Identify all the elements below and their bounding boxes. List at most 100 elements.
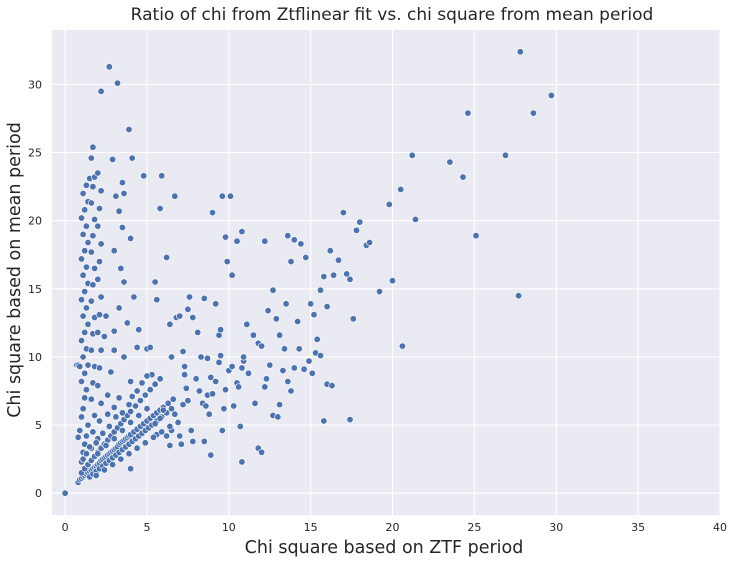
data-point	[209, 209, 217, 217]
data-point	[130, 293, 138, 301]
data-point	[125, 126, 133, 134]
data-point	[127, 407, 135, 415]
x-tick-label: 5	[143, 521, 150, 534]
data-point	[194, 328, 202, 336]
data-point	[261, 383, 269, 391]
data-point	[76, 426, 84, 434]
data-point	[112, 413, 120, 421]
data-point	[81, 288, 89, 296]
data-point	[79, 353, 87, 361]
data-point	[236, 422, 244, 430]
data-point	[120, 190, 128, 198]
data-point	[87, 346, 95, 354]
data-point	[151, 278, 159, 286]
data-point	[212, 377, 220, 385]
data-point	[74, 433, 82, 441]
data-point	[516, 48, 524, 56]
data-point	[349, 315, 357, 323]
data-point	[127, 377, 135, 385]
data-point	[81, 394, 89, 402]
y-tick-label: 5	[35, 419, 42, 432]
data-point	[96, 417, 104, 425]
data-point	[120, 278, 128, 286]
data-point	[107, 368, 115, 376]
data-point	[305, 357, 313, 365]
data-point	[94, 450, 102, 458]
y-axis-label: Chi square based on mean period	[5, 122, 25, 418]
data-point	[120, 353, 128, 361]
data-point	[287, 258, 295, 266]
data-point	[140, 172, 148, 180]
data-point	[94, 275, 102, 283]
data-point	[411, 215, 419, 223]
data-point	[209, 390, 217, 398]
y-tick-label: 10	[28, 351, 42, 364]
y-tick-label: 25	[28, 147, 42, 160]
data-point	[110, 435, 118, 443]
data-point	[79, 312, 87, 320]
x-tick-label: 15	[304, 521, 318, 534]
data-point	[133, 444, 141, 452]
data-point	[97, 399, 105, 407]
data-point	[84, 320, 92, 328]
chart-title: Ratio of chi from Ztflinear fit vs. chi …	[131, 5, 654, 25]
data-point	[87, 395, 95, 403]
x-axis-label: Chi square based on ZTF period	[245, 538, 524, 558]
data-point	[235, 383, 243, 391]
data-point	[290, 236, 298, 244]
data-point	[156, 375, 164, 383]
data-point	[177, 440, 185, 448]
data-point	[118, 409, 126, 417]
data-point	[78, 255, 86, 263]
data-point	[187, 426, 195, 434]
data-point	[78, 296, 86, 304]
data-point	[82, 304, 90, 312]
data-point	[328, 382, 336, 390]
data-point	[276, 401, 284, 409]
data-point	[163, 432, 171, 440]
data-point	[133, 387, 141, 395]
data-point	[320, 273, 328, 281]
data-point	[295, 345, 303, 353]
data-point	[94, 328, 102, 336]
data-point	[82, 450, 90, 458]
data-point	[79, 190, 87, 198]
data-point	[127, 234, 135, 242]
data-point	[459, 173, 467, 181]
data-point	[141, 439, 149, 447]
data-point	[81, 247, 89, 255]
data-point	[96, 311, 104, 319]
plot-area	[52, 30, 720, 515]
data-point	[258, 448, 266, 456]
data-point	[352, 226, 360, 234]
data-point	[171, 410, 179, 418]
data-point	[258, 342, 266, 350]
data-point	[189, 313, 197, 321]
data-point	[81, 369, 89, 377]
data-point	[205, 410, 213, 418]
data-point	[228, 362, 236, 370]
data-point	[320, 417, 328, 425]
data-point	[302, 254, 310, 262]
data-point	[158, 428, 166, 436]
data-point	[89, 183, 97, 191]
data-point	[308, 369, 316, 377]
data-point	[446, 158, 454, 166]
data-point	[217, 352, 225, 360]
data-point	[97, 87, 105, 95]
x-tick-label: 20	[386, 521, 400, 534]
data-point	[472, 232, 480, 240]
data-point	[100, 466, 108, 474]
data-point	[251, 399, 259, 407]
data-point	[81, 328, 89, 336]
data-point	[84, 361, 92, 369]
data-point	[212, 300, 220, 308]
data-point	[82, 222, 90, 230]
data-point	[202, 402, 210, 410]
data-point	[264, 307, 272, 315]
data-point	[125, 401, 133, 409]
data-point	[181, 362, 189, 370]
data-point	[189, 437, 197, 445]
data-point	[82, 386, 90, 394]
